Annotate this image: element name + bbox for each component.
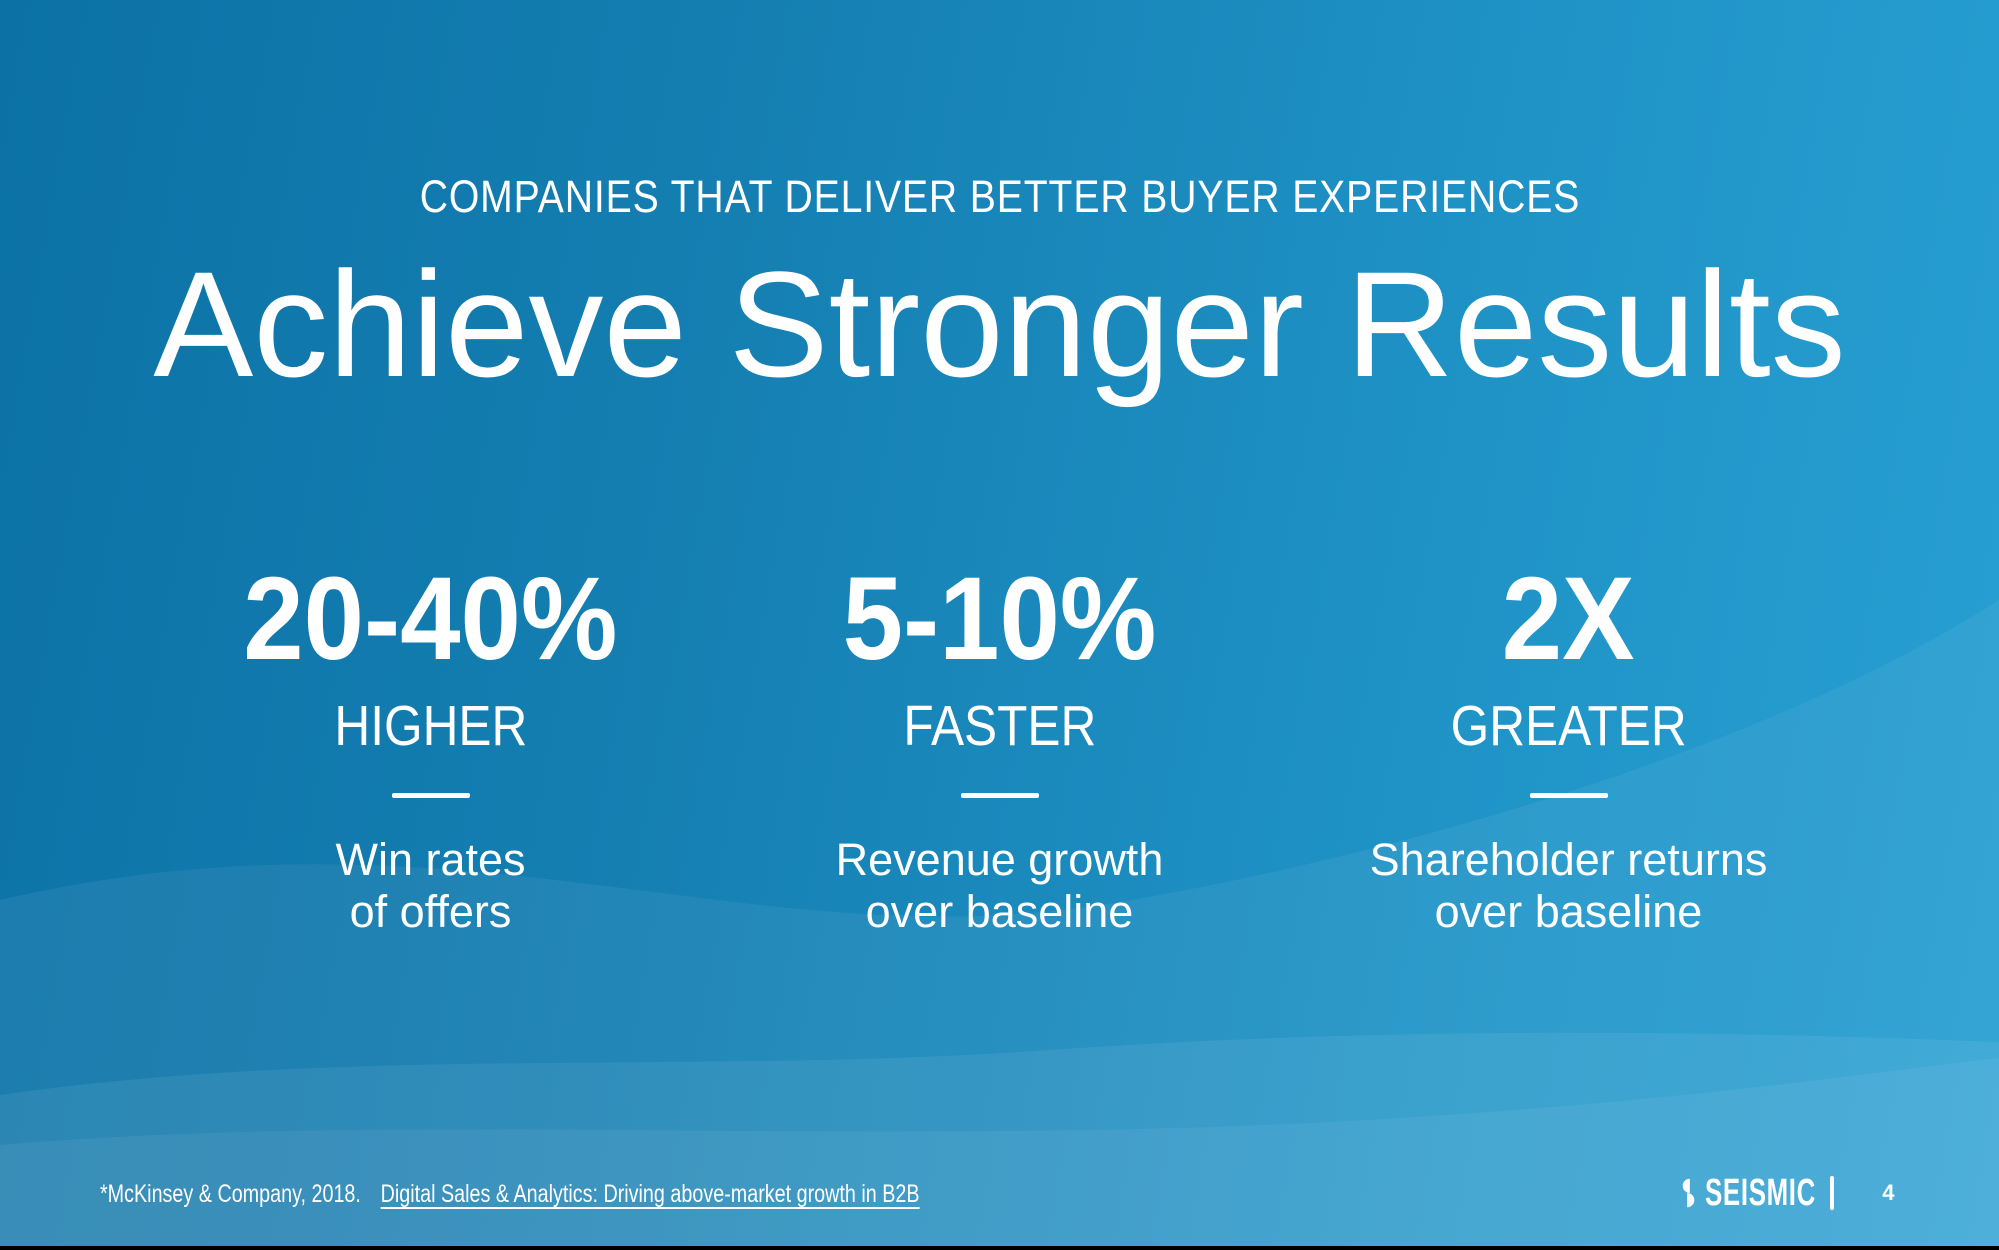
stat-value: 20-40% xyxy=(146,560,715,678)
footer-citation-inner: *McKinsey & Company, 2018. Digital Sales… xyxy=(100,1178,920,1211)
footer-citation: *McKinsey & Company, 2018. Digital Sales… xyxy=(100,1178,1137,1211)
stat-description-line1: Revenue growth xyxy=(835,834,1164,886)
stat-value-text: 20-40% xyxy=(243,553,618,685)
stat-qualifier: FASTER xyxy=(715,692,1284,760)
brand-divider-bar xyxy=(1830,1176,1835,1210)
stat-value-text: 2X xyxy=(1502,553,1635,685)
stat-description-line1: Shareholder returns xyxy=(1369,834,1768,886)
slide-title: Achieve Stronger Results xyxy=(153,240,1846,408)
brand-lockup: SEISMIC 4 xyxy=(1677,1172,1895,1214)
seismic-logo-icon xyxy=(1682,1178,1695,1208)
stat-column-win-rates: 20-40% HIGHER Win rates of offers xyxy=(146,560,715,938)
stat-qualifier: GREATER xyxy=(1284,692,1853,760)
bottom-edge-strip xyxy=(0,1246,1999,1250)
stat-value: 5-10% xyxy=(715,560,1284,678)
stat-qualifier-text: GREATER xyxy=(1450,694,1687,758)
stat-description-line1: Win rates xyxy=(335,834,526,886)
stat-column-revenue-growth: 5-10% FASTER Revenue growth over baselin… xyxy=(715,560,1284,938)
stat-value-text: 5-10% xyxy=(842,553,1157,685)
stat-description-line2: over baseline xyxy=(1434,886,1703,938)
stat-description-line2: of offers xyxy=(349,886,512,938)
page-number: 4 xyxy=(1882,1180,1895,1205)
stat-column-shareholder-returns: 2X GREATER Shareholder returns over base… xyxy=(1284,560,1853,938)
stat-qualifier: HIGHER xyxy=(146,692,715,760)
slide-kicker-text: COMPANIES THAT DELIVER BETTER BUYER EXPE… xyxy=(419,171,1580,222)
citation-prefix: *McKinsey & Company, 2018. xyxy=(100,1180,361,1208)
stat-value: 2X xyxy=(1284,560,1853,678)
stat-description: Win rates of offers xyxy=(146,834,715,938)
seismic-wordmark: SEISMIC xyxy=(1705,1172,1817,1214)
stat-divider xyxy=(391,793,470,799)
citation-link[interactable]: Digital Sales & Analytics: Driving above… xyxy=(380,1180,920,1208)
stats-row: 20-40% HIGHER Win rates of offers 5-10% … xyxy=(146,560,1853,938)
stat-description: Shareholder returns over baseline xyxy=(1284,834,1853,938)
stat-qualifier-text: HIGHER xyxy=(334,694,527,758)
stat-divider xyxy=(960,793,1039,799)
stat-description: Revenue growth over baseline xyxy=(715,834,1284,938)
stat-description-line2: over baseline xyxy=(865,886,1134,938)
stat-divider xyxy=(1529,793,1608,799)
slide-kicker: COMPANIES THAT DELIVER BETTER BUYER EXPE… xyxy=(0,168,1999,227)
stat-qualifier-text: FASTER xyxy=(903,694,1096,758)
